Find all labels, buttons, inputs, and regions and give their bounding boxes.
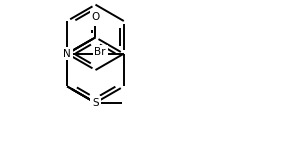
Text: O: O bbox=[91, 12, 100, 21]
Text: Br: Br bbox=[94, 47, 106, 57]
Text: N: N bbox=[91, 98, 99, 108]
Text: N: N bbox=[63, 49, 71, 59]
Text: S: S bbox=[92, 98, 99, 108]
